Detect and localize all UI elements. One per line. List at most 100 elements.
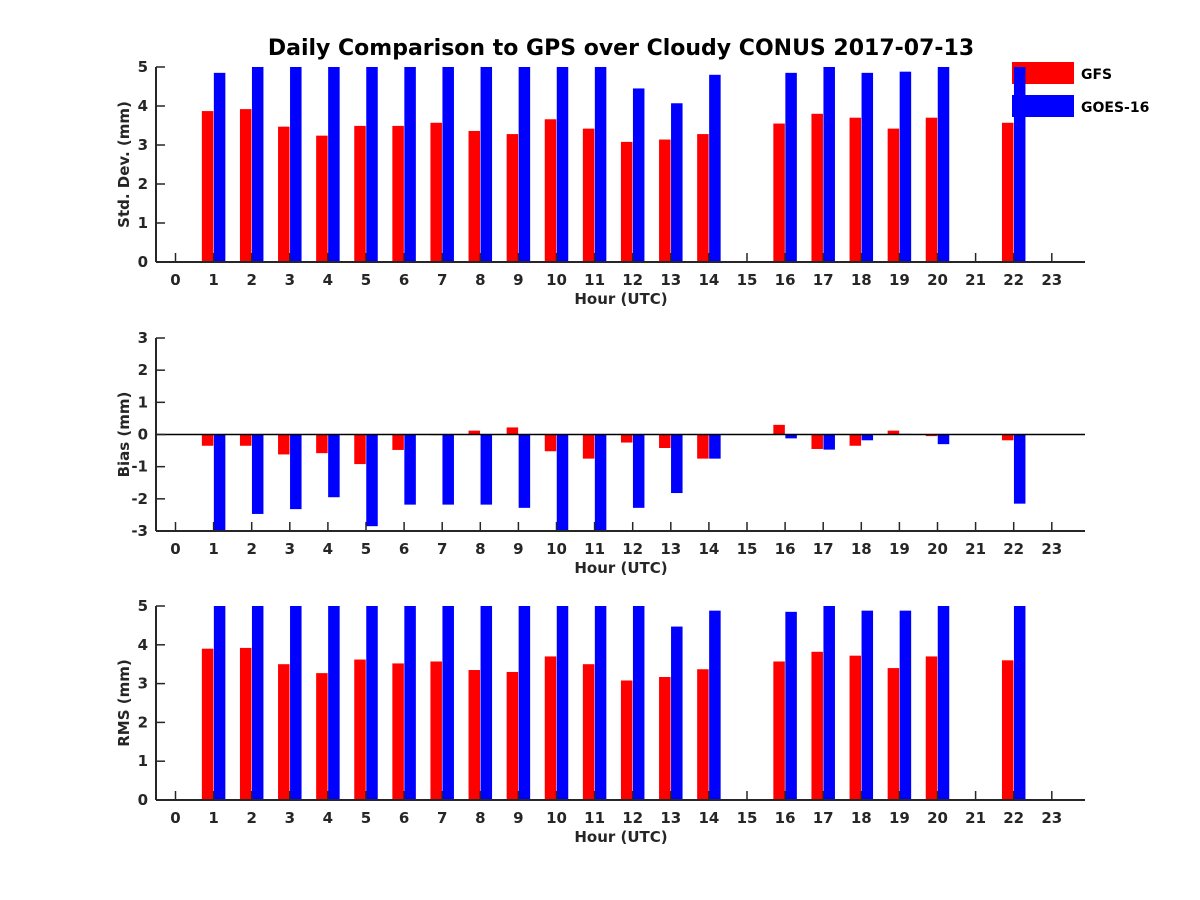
rms-bar-gfs-5 [354,659,366,800]
legend: GFS GOES-16 [1012,62,1149,117]
rms-bar-gfs-6 [392,663,404,800]
stddev-xtick-label: 8 [475,271,485,289]
stddev-xtick-label: 16 [775,271,796,289]
rms-bar-gfs-22 [1001,660,1014,800]
bias-xtick-label: 16 [775,540,796,558]
rms-bar-goes16-4 [328,606,340,800]
stddev-xtick-label: 20 [927,271,948,289]
stddev-y-axis-label: Std. Dev. (mm) [115,101,133,228]
stddev-bar-gfs-2 [239,109,252,263]
bias-bar-gfs-2 [239,434,252,446]
legend-label-goes16: GOES-16 [1081,100,1149,116]
legend-swatch-goes16 [1012,95,1074,117]
rms-bar-gfs-11 [582,664,595,800]
stddev-bar-goes16-3 [290,67,302,262]
stddev-bar-gfs-18 [849,117,862,262]
bias-xtick-label: 1 [208,540,218,558]
bias-ytick-label: -2 [131,490,148,508]
rms-bar-goes16-8 [480,606,493,800]
stddev-ytick-label: 4 [138,97,148,115]
stddev-xtick-label: 6 [399,271,409,289]
rms-bar-goes16-11 [594,606,607,800]
rms-bar-gfs-13 [659,677,671,800]
stddev-xtick-label: 4 [323,271,333,289]
stddev-bar-goes16-20 [937,67,950,262]
chart-title: Daily Comparison to GPS over Cloudy CONU… [268,36,974,61]
rms-bar-goes16-19 [899,610,912,800]
rms-bar-gfs-17 [811,651,823,800]
stddev-xtick-label: 17 [813,271,834,289]
stddev-ytick-label: 0 [138,253,148,271]
stddev-xtick-label: 23 [1041,271,1062,289]
legend-label-gfs: GFS [1081,67,1112,83]
bias-bar-goes16-2 [251,434,264,514]
stddev-xtick-label: 7 [437,271,447,289]
bias-ytick-label: 2 [138,361,148,379]
stddev-bar-gfs-7 [430,122,442,263]
stddev-bar-goes16-22 [1013,67,1026,262]
bias-bar-gfs-1 [201,434,214,446]
stddev-xtick-label: 21 [965,271,986,289]
bias-bar-gfs-6 [392,434,404,450]
bias-xtick-label: 19 [889,540,910,558]
stddev-bar-goes16-9 [518,67,531,262]
stddev-xtick-label: 3 [285,271,295,289]
bias-xtick-label: 6 [399,540,409,558]
rms-xtick-label: 1 [208,809,218,827]
stddev-bar-gfs-9 [506,134,519,262]
rms-xtick-label: 9 [513,809,523,827]
bias-bar-goes16-13 [671,434,683,494]
bias-xtick-label: 12 [622,540,643,558]
stddev-bar-gfs-14 [697,134,709,262]
bias-ytick-label: -1 [131,458,148,476]
bias-xtick-label: 18 [851,540,872,558]
stddev-bar-gfs-4 [316,135,328,262]
bias-bar-goes16-1 [213,434,226,531]
stddev-xtick-label: 9 [513,271,523,289]
bias-bar-gfs-17 [811,434,823,449]
stddev-bar-goes16-2 [251,67,264,262]
rms-bar-gfs-4 [316,673,328,800]
rms-xtick-label: 17 [813,809,834,827]
bias-xtick-label: 3 [285,540,295,558]
rms-ytick-label: 1 [138,752,148,770]
bias-xtick-label: 15 [737,540,758,558]
bias-bar-gfs-20 [925,434,938,437]
rms-ytick-label: 3 [138,675,148,693]
bias-ytick-label: 3 [138,329,148,347]
rms-xtick-label: 5 [361,809,371,827]
stddev-bar-goes16-5 [366,67,378,262]
bias-xtick-label: 23 [1041,540,1062,558]
rms-xtick-label: 18 [851,809,872,827]
bias-bar-gfs-19 [887,430,900,435]
stddev-bar-goes16-16 [785,72,797,262]
stddev-bar-gfs-13 [659,139,671,262]
stddev-ytick-label: 5 [138,58,148,76]
rms-xtick-label: 3 [285,809,295,827]
rms-ytick-label: 0 [138,791,148,809]
stddev-bar-goes16-18 [861,72,874,262]
stddev-bar-goes16-12 [632,88,645,262]
bias-bar-gfs-13 [659,434,671,449]
rms-xtick-label: 10 [546,809,567,827]
stddev-bar-gfs-6 [392,125,404,262]
rms-bar-goes16-10 [556,606,569,800]
bias-bar-goes16-14 [709,434,721,459]
rms-xtick-label: 23 [1041,809,1062,827]
rms-bar-goes16-1 [213,606,226,800]
bias-xtick-label: 8 [475,540,485,558]
stddev-xtick-label: 1 [208,271,218,289]
bias-panel: 0 1 2 3 4 5 6 7 8 9 10 11 12 13 14 15 16 17 18 19 20 21 22 23-3… [115,329,1085,577]
stddev-bar-gfs-3 [278,126,290,262]
bias-xtick-label: 2 [246,540,256,558]
rms-bar-goes16-18 [861,610,874,800]
stddev-bar-goes16-13 [671,103,683,263]
rms-bar-gfs-7 [430,661,442,800]
rms-y-axis-label: RMS (mm) [115,659,133,746]
stddev-panel: 0 1 2 3 4 5 6 7 8 9 10 11 12 13 14 15 16 17 18 19 20 21 22 2301… [115,58,1085,308]
bias-xtick-label: 7 [437,540,447,558]
rms-bar-goes16-14 [709,610,721,800]
stddev-bar-goes16-10 [556,67,569,262]
legend-swatch-gfs [1012,62,1074,84]
rms-ytick-label: 2 [138,713,148,731]
